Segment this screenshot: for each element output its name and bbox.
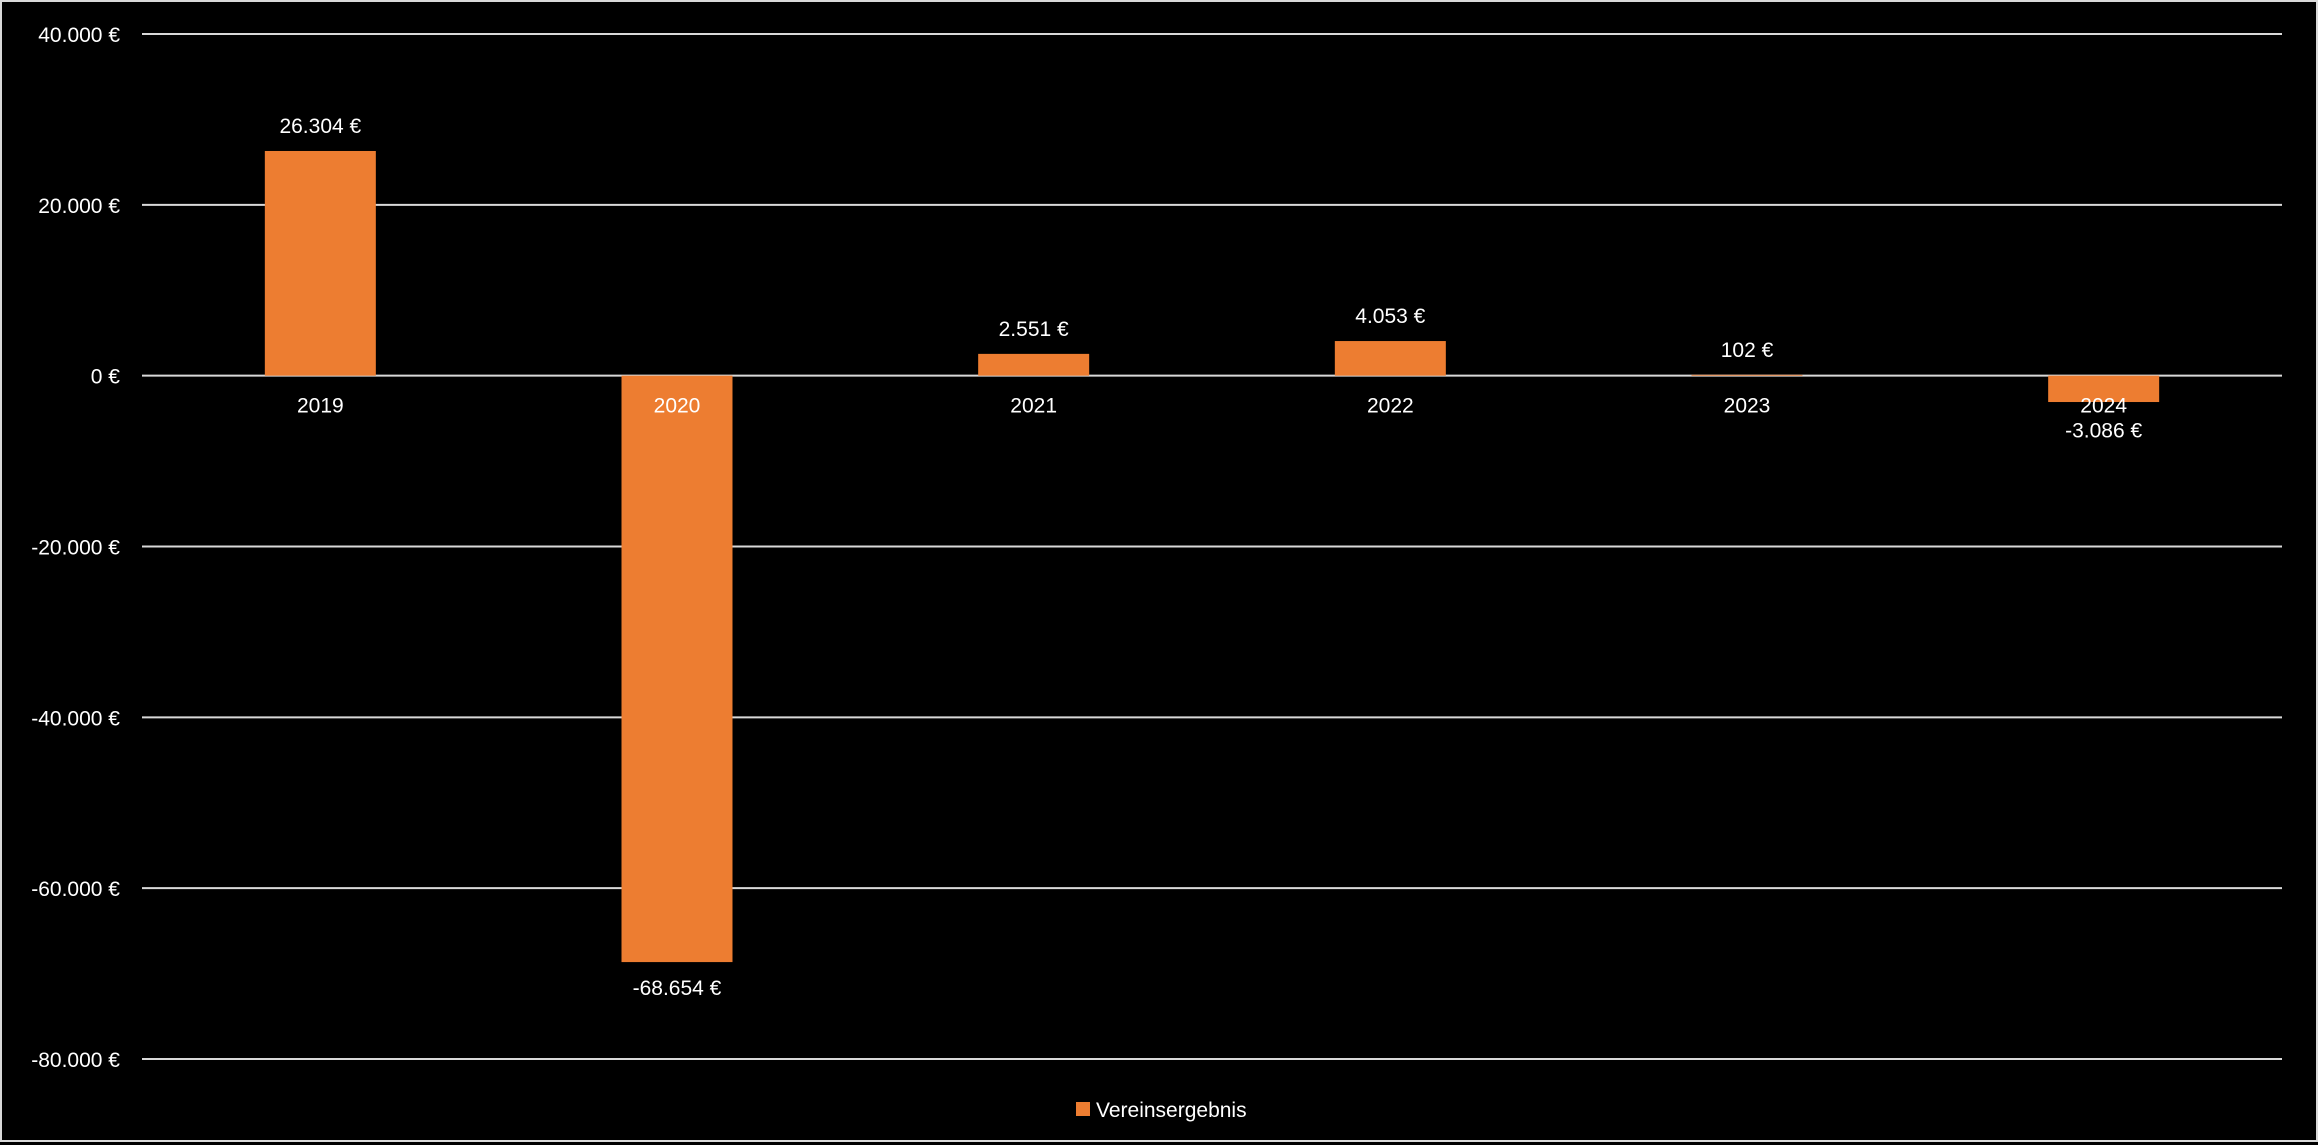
y-tick-label: -40.000 €	[31, 707, 120, 730]
x-tick-label: 2024	[2080, 395, 2127, 418]
gridlines	[142, 33, 2282, 1060]
data-label-2021: 2.551 €	[999, 318, 1069, 341]
x-tick-label: 2021	[1010, 395, 1057, 418]
legend-label-vereinsergebnis: Vereinsergebnis	[1096, 1099, 1247, 1122]
legend-swatch-vereinsergebnis	[1076, 1102, 1090, 1116]
x-tick-label: 2020	[654, 395, 701, 418]
legend: Vereinsergebnis	[1076, 1099, 1247, 1122]
bar-2021	[978, 353, 1090, 376]
bar-2019	[264, 150, 376, 376]
data-labels: 26.304 € -68.654 € 2.551 € 4.053 € 102 € -3.0…	[279, 115, 2142, 1000]
bar-2023	[1691, 374, 1803, 376]
y-tick-label: 20.000 €	[38, 195, 120, 218]
y-tick-label: -20.000 €	[31, 537, 120, 560]
data-label-2024: -3.086 €	[2065, 420, 2142, 443]
x-tick-label: 2023	[1724, 395, 1771, 418]
bar-2024	[2048, 375, 2160, 403]
data-label-2022: 4.053 €	[1355, 305, 1425, 328]
y-tick-label: -60.000 €	[31, 878, 120, 901]
x-tick-label: 2019	[297, 395, 344, 418]
y-tick-label: 0 €	[91, 366, 121, 389]
y-tick-label: -80.000 €	[31, 1049, 120, 1072]
data-label-2023: 102 €	[1721, 339, 1774, 362]
data-label-2020: -68.654 €	[633, 977, 722, 1000]
y-axis-tick-labels: 40.000 € 20.000 € 0 € -20.000 € -40.000 € -60…	[31, 24, 120, 1072]
bars	[264, 150, 2160, 963]
x-tick-label: 2022	[1367, 395, 1414, 418]
bar-2022	[1334, 341, 1446, 376]
data-label-2019: 26.304 €	[279, 115, 361, 138]
bar-2020	[621, 375, 733, 963]
y-tick-label: 40.000 €	[38, 24, 120, 47]
x-axis-tick-labels: 2019 2020 2021 2022 2023 2024	[297, 395, 2127, 418]
